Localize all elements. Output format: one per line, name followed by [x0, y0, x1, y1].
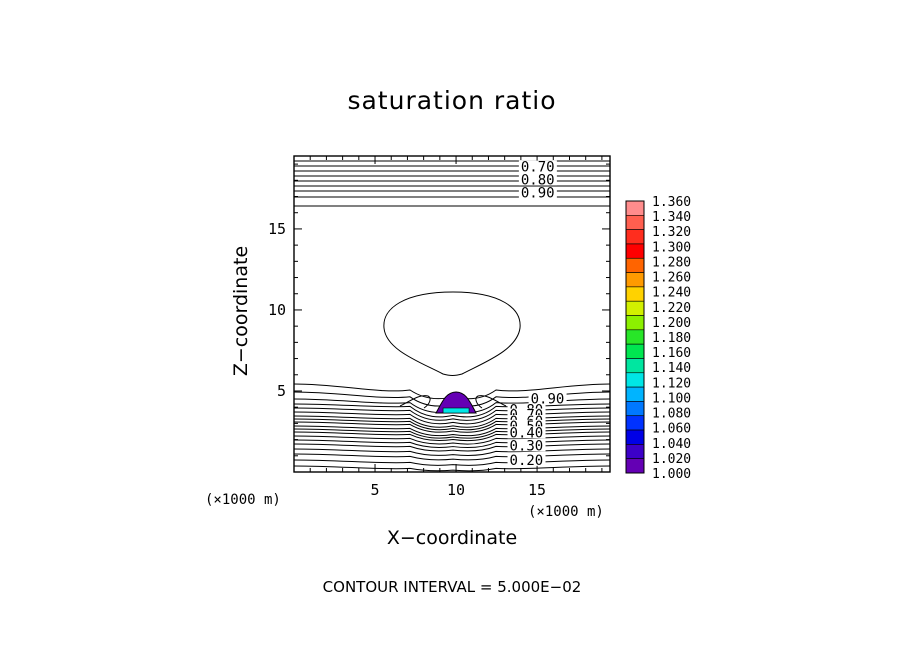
contour-label: 0.90 — [521, 186, 555, 202]
contour-line-lower — [294, 439, 610, 448]
contour-labels: 0.700.800.900.900.800.700.600.500.400.30… — [507, 160, 567, 469]
contour-label: 0.20 — [510, 453, 544, 469]
contour-interval-note: CONTOUR INTERVAL = 5.000E−02 — [322, 578, 582, 596]
colorbar-label: 1.040 — [652, 437, 691, 452]
contour-line-lower — [294, 431, 610, 442]
chart-title: saturation ratio — [347, 86, 557, 115]
colorbar-swatch — [625, 286, 645, 302]
colorbar-label: 1.180 — [652, 331, 691, 346]
colorbar-label: 1.280 — [652, 255, 691, 270]
colorbar-swatch — [625, 372, 645, 388]
x-tick-label: 15 — [528, 481, 546, 499]
contour-line-lower — [294, 465, 610, 472]
colorbar-swatch — [625, 315, 645, 331]
colorbar-swatch — [625, 429, 645, 445]
plot-frame — [293, 155, 611, 473]
axis-ticks: 5 10 15 5 10 15 — [268, 156, 610, 499]
contour-line-lower — [294, 411, 610, 425]
z-unit-label: (×1000 m) — [528, 504, 604, 520]
colorbar-label: 1.020 — [652, 452, 691, 467]
contour-lines — [294, 160, 610, 472]
contour-label-bg — [528, 392, 567, 405]
colorbar-swatch — [625, 358, 645, 374]
colorbar-label: 1.140 — [652, 361, 691, 376]
y-tick-label: 15 — [268, 220, 286, 238]
colorbar-swatch — [625, 415, 645, 431]
contour-label-bg — [507, 426, 546, 439]
colorbar-swatch — [625, 458, 645, 474]
y-tick-label: 10 — [268, 301, 286, 319]
colorbar-label: 1.080 — [652, 407, 691, 422]
x-tick-label: 10 — [447, 481, 465, 499]
x-axis-label: X−coordinate — [386, 527, 518, 549]
colorbar-swatch — [625, 215, 645, 230]
plot-border — [293, 155, 611, 473]
colorbar-label: 1.100 — [652, 391, 691, 406]
colorbar-swatch — [625, 386, 645, 402]
y-tick-label: 5 — [277, 382, 286, 400]
contour-line-lower — [294, 415, 610, 428]
contour-label: 0.80 — [521, 173, 555, 189]
contour-label-bg — [518, 186, 557, 199]
colorbar-label: 1.060 — [652, 422, 691, 437]
colorbar-swatch — [625, 329, 645, 345]
colorbar-swatch — [625, 243, 645, 259]
colorbar-label: 1.120 — [652, 376, 691, 391]
colorbar-label: 1.220 — [652, 301, 691, 316]
contour-line-wing — [475, 395, 507, 409]
contour-line-lower — [294, 459, 610, 466]
contour-line-lower — [294, 418, 610, 431]
supersaturation-base — [442, 407, 470, 414]
colorbar-swatch — [625, 257, 645, 273]
contour-field — [294, 160, 610, 472]
x-unit-label: (×1000 m) — [205, 492, 281, 508]
contour-label-bg — [518, 160, 557, 173]
colorbar-label: 1.300 — [652, 240, 691, 255]
contour-label-bg — [507, 453, 546, 466]
contour-line-closed — [383, 291, 521, 376]
contour-label-bg — [518, 173, 557, 186]
colorbar-label: 1.320 — [652, 225, 691, 240]
contour-label: 0.30 — [510, 438, 544, 454]
colorbar-label: 1.200 — [652, 316, 691, 331]
colorbar-swatch — [625, 300, 645, 316]
y-axis-label: Z−coordinate — [230, 245, 252, 377]
colorbar-swatch — [625, 272, 645, 288]
colorbar: 1.3601.3401.3201.3001.2801.2601.2401.220… — [625, 195, 691, 482]
colorbar-label: 1.240 — [652, 286, 691, 301]
x-tick-label: 5 — [371, 481, 380, 499]
colorbar-swatch — [625, 444, 645, 459]
colorbar-label: 1.160 — [652, 346, 691, 361]
contour-line-wing — [399, 395, 431, 409]
colorbar-swatch — [625, 200, 645, 216]
colorbar-swatch — [625, 229, 645, 245]
colorbar-label: 1.260 — [652, 271, 691, 286]
colorbar-swatch — [625, 343, 645, 359]
contour-label: 0.90 — [531, 391, 565, 407]
colorbar-label: 1.340 — [652, 210, 691, 225]
contour-label: 0.40 — [510, 425, 544, 441]
colorbar-label: 1.000 — [652, 467, 691, 482]
contour-label: 0.70 — [521, 160, 555, 176]
colorbar-swatch — [625, 401, 645, 417]
colorbar-border — [625, 200, 645, 474]
contour-label-bg — [507, 439, 546, 452]
colorbar-label: 1.360 — [652, 195, 691, 210]
